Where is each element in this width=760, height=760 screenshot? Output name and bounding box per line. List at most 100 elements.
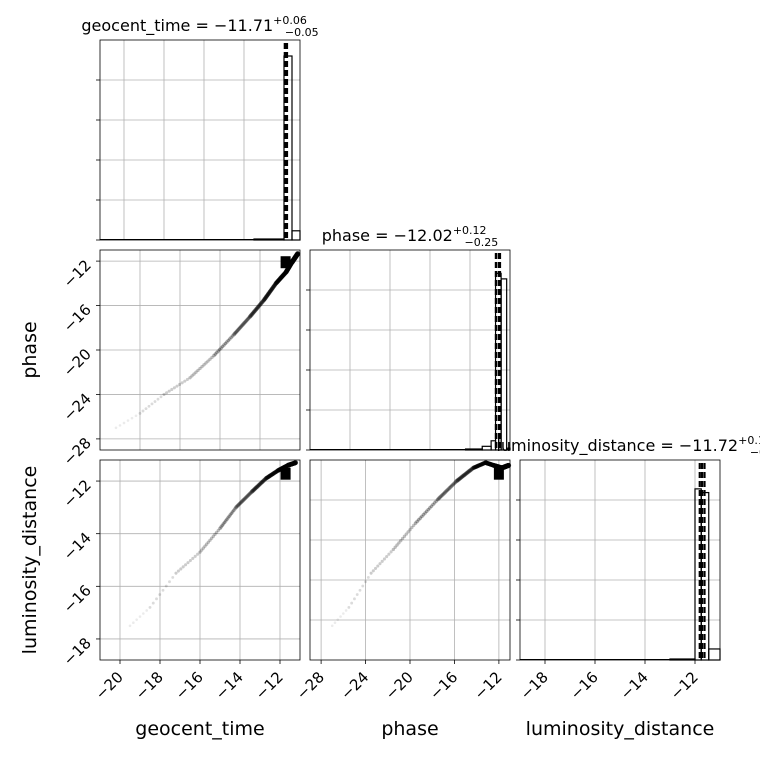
x-tick-label: −16: [426, 668, 461, 703]
y-tick-label: −12: [60, 476, 95, 511]
x-tick-label: −12: [667, 668, 702, 703]
scatter-point: [210, 536, 214, 540]
scatter-point: [244, 495, 248, 500]
x-axis-label: phase: [381, 718, 438, 740]
scatter-point: [145, 609, 148, 612]
scatter-point: [230, 510, 235, 514]
x-axis-label: geocent_time: [135, 718, 264, 740]
scatter-point: [361, 584, 365, 588]
x-axis-label: luminosity_distance: [526, 718, 715, 740]
scatter-point: [192, 372, 196, 376]
scatter-point: [249, 490, 253, 495]
scatter-point: [230, 334, 235, 338]
scatter-point: [246, 316, 250, 321]
scatter-point: [222, 343, 226, 347]
scatter-point: [219, 525, 223, 529]
scatter-point: [153, 400, 157, 403]
panel-title: phase = −12.02+0.12 −0.25: [322, 224, 499, 249]
scatter-point: [178, 382, 182, 386]
scatter-point: [364, 580, 367, 584]
scatter-point: [205, 542, 209, 546]
y-tick-label: −12: [60, 256, 95, 291]
scatter-point: [254, 306, 260, 311]
scatter-point: [406, 530, 410, 534]
scatter-point: [435, 497, 440, 502]
scatter-point: [246, 493, 250, 498]
scatter-point: [171, 576, 175, 579]
scatter-point: [223, 341, 228, 346]
scatter-point: [253, 308, 258, 313]
y-tick-label: −24: [60, 390, 95, 425]
scatter-point: [240, 499, 244, 504]
hist-bar: [464, 448, 483, 451]
scatter-point: [434, 499, 438, 503]
scatter-point: [206, 540, 210, 544]
scatter-point: [248, 313, 253, 318]
scatter-point: [245, 494, 249, 499]
scatter-point: [251, 488, 256, 493]
scatter-point: [202, 363, 206, 367]
scatter-cluster: [280, 467, 291, 480]
scatter-point: [366, 576, 370, 579]
scatter-point: [126, 419, 130, 422]
y-tick-label: −18: [60, 634, 95, 669]
scatter-point: [183, 379, 187, 383]
scatter-point: [258, 302, 263, 307]
scatter-point: [336, 618, 340, 621]
scatter-point: [397, 541, 401, 545]
scatter-point: [410, 525, 414, 530]
scatter-point: [420, 514, 424, 519]
scatter-point: [385, 555, 389, 559]
scatter-point: [130, 416, 134, 420]
scatter-point: [159, 395, 163, 399]
scatter-point: [227, 337, 232, 341]
scatter-point: [432, 501, 437, 505]
scatter-point: [235, 329, 239, 334]
scatter-point: [196, 368, 200, 373]
hist-bar: [500, 278, 508, 451]
scatter-point: [227, 514, 231, 519]
scatter-point: [259, 480, 264, 485]
scatter-point: [220, 344, 225, 349]
scatter-point: [191, 556, 195, 560]
scatter-point: [172, 386, 176, 390]
scatter-point: [350, 601, 354, 605]
scatter-point: [241, 322, 245, 327]
panel-title: geocent_time = −11.71+0.06 −0.05: [81, 14, 318, 39]
scatter-point: [330, 624, 334, 628]
scatter-cluster: [280, 256, 291, 269]
scatter-point: [260, 479, 265, 484]
scatter-point: [233, 331, 237, 336]
scatter-point: [250, 488, 255, 493]
scatter-point: [429, 504, 434, 509]
scatter-point: [395, 543, 399, 547]
scatter-point: [254, 307, 259, 312]
scatter-point: [167, 389, 171, 393]
scatter-point: [245, 318, 249, 322]
scatter-point: [437, 496, 441, 501]
scatter-point: [382, 557, 386, 561]
scatter-point: [255, 305, 260, 310]
scatter-point: [218, 526, 222, 531]
scatter-point: [236, 328, 240, 332]
scatter-point: [461, 473, 466, 478]
scatter-point: [179, 567, 183, 571]
scatter-point: [223, 519, 228, 523]
scatter-point: [241, 498, 245, 503]
scatter-point: [185, 377, 189, 381]
scatter-point: [295, 251, 301, 257]
scatter-point: [258, 301, 263, 306]
scatter-point: [181, 565, 185, 569]
scatter-point: [389, 550, 393, 554]
scatter-point: [259, 300, 264, 305]
scatter-point: [190, 374, 194, 378]
scatter-cluster: [493, 467, 504, 480]
scatter-point: [122, 421, 126, 425]
scatter-point: [463, 471, 468, 476]
x-tick-label: −18: [132, 668, 167, 703]
scatter-point: [452, 481, 457, 486]
scatter-point: [402, 534, 407, 538]
scatter-point: [206, 359, 210, 363]
scatter-point: [186, 561, 190, 565]
scatter-point: [174, 571, 178, 575]
